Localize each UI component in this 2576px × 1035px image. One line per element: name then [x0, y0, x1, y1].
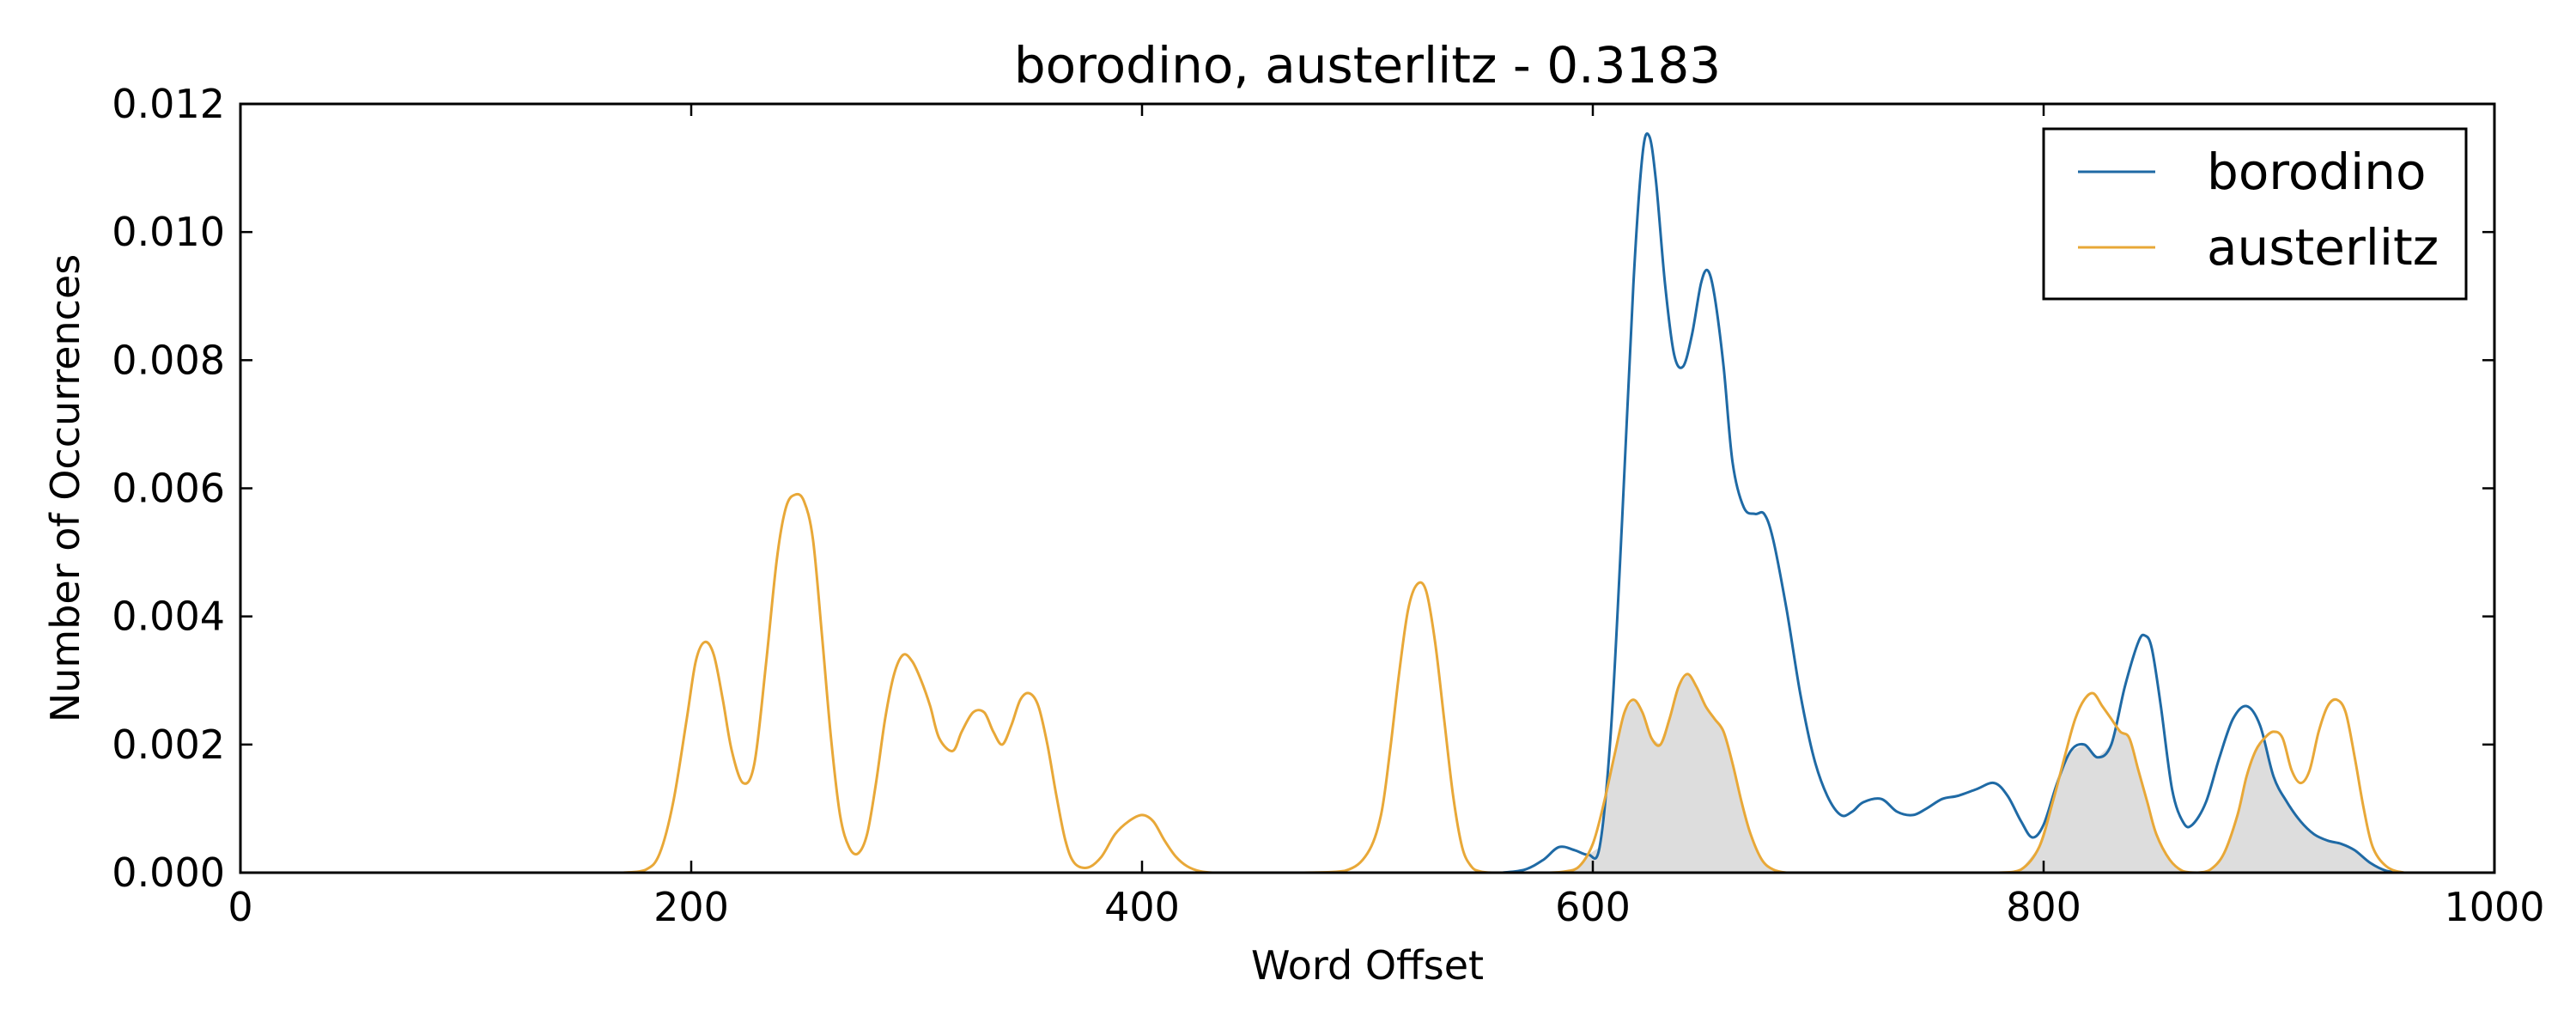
y-tick-label: 0.006 [112, 466, 225, 512]
y-tick-label: 0.010 [112, 209, 225, 255]
y-tick-label: 0.000 [112, 849, 225, 896]
x-tick-label: 200 [653, 884, 729, 930]
x-tick-label: 1000 [2444, 884, 2544, 930]
overlap-fill-layer [1503, 673, 2404, 873]
legend-label-austerlitz: austerlitz [2207, 218, 2439, 277]
legend-box [2042, 127, 2468, 301]
x-tick-label: 400 [1104, 884, 1180, 930]
series-layer [623, 132, 2427, 874]
x-axis-label: Word Offset [1251, 942, 1484, 989]
y-tick-label: 0.008 [112, 337, 225, 383]
y-tick-label: 0.002 [112, 721, 225, 768]
y-tick-label: 0.012 [112, 81, 225, 127]
legend: borodino austerlitz [2042, 127, 2468, 301]
chart-title: borodino, austerlitz - 0.3183 [1014, 36, 1721, 94]
y-tick-label: 0.004 [112, 594, 225, 640]
overlap-fill [1503, 673, 2404, 873]
series-line-borodino [1502, 132, 2405, 874]
x-tick-label: 800 [2006, 884, 2081, 930]
y-axis-label: Number of Occurrences [42, 254, 88, 722]
series-line-austerlitz [623, 492, 2427, 874]
tick-layer: 0 200 400 600 800 1000 0.000 0.002 0.004 0.006 0.0… [112, 81, 2544, 930]
legend-label-borodino: borodino [2207, 143, 2427, 201]
x-tick-label: 600 [1555, 884, 1631, 930]
x-tick-label: 0 [228, 884, 252, 930]
